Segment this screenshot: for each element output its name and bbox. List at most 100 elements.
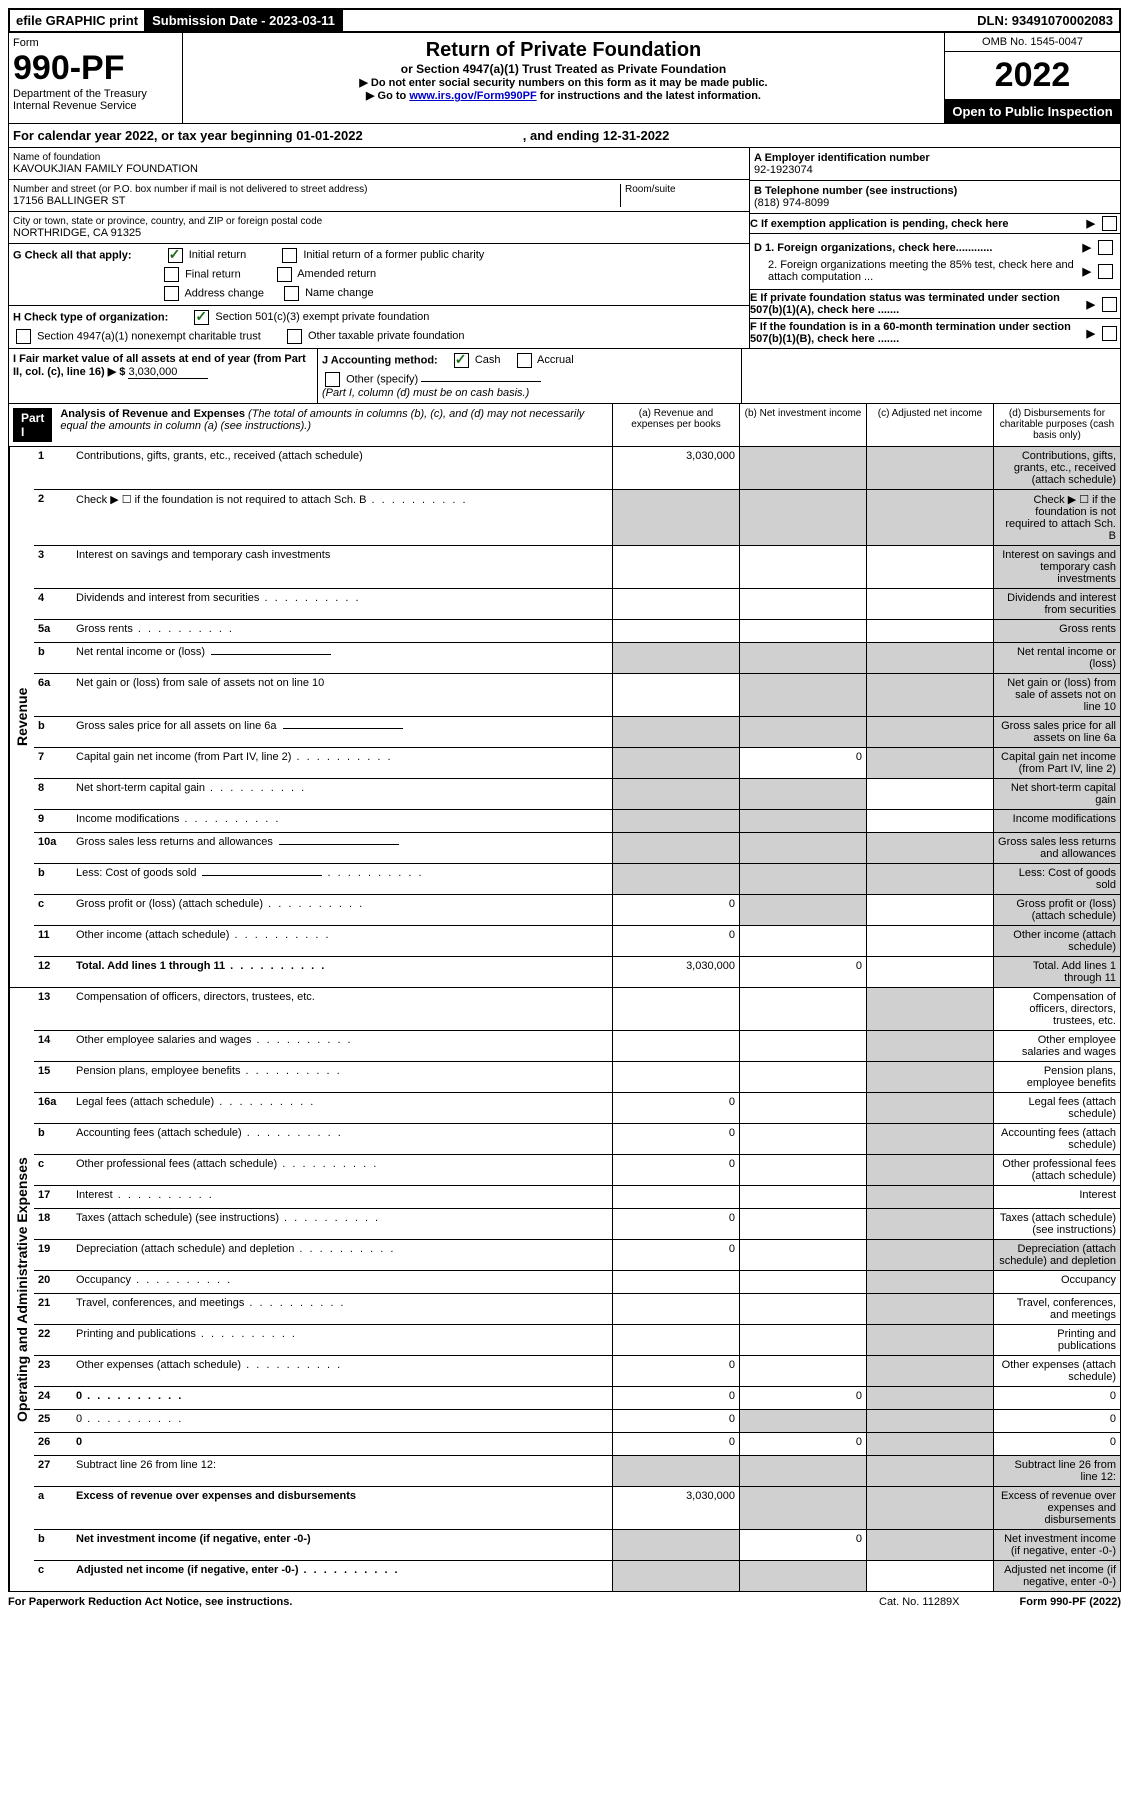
form-subtitle: or Section 4947(a)(1) Trust Treated as P… — [189, 62, 938, 76]
submission-date: Submission Date - 2023-03-11 — [146, 10, 343, 31]
cell-d: Interest on savings and temporary cash i… — [993, 546, 1120, 588]
amended-return-checkbox[interactable] — [277, 267, 292, 282]
room-label: Room/suite — [625, 184, 745, 195]
cell-a: 0 — [612, 895, 739, 925]
cell-c — [866, 1561, 993, 1591]
calendar-year-row: For calendar year 2022, or tax year begi… — [8, 124, 1121, 148]
line-description: Capital gain net income (from Part IV, l… — [72, 748, 612, 778]
arrow-icon: ▶ — [1087, 327, 1095, 340]
form-label: Form — [13, 37, 178, 49]
c-checkbox[interactable] — [1102, 216, 1117, 231]
cell-c — [866, 620, 993, 642]
initial-public-checkbox[interactable] — [282, 248, 297, 263]
cell-b — [739, 1325, 866, 1355]
table-row: bLess: Cost of goods soldLess: Cost of g… — [34, 864, 1120, 895]
line-number: 4 — [34, 589, 72, 619]
line-number: 22 — [34, 1325, 72, 1355]
line-number: 12 — [34, 957, 72, 987]
cell-c — [866, 1530, 993, 1560]
cell-d: Compensation of officers, directors, tru… — [993, 988, 1120, 1030]
line-number: 25 — [34, 1410, 72, 1432]
g-opt-2: Final return — [185, 268, 241, 280]
cell-a — [612, 1456, 739, 1486]
cell-c — [866, 490, 993, 545]
line-description: Net rental income or (loss) — [72, 643, 612, 673]
cell-d: Capital gain net income (from Part IV, l… — [993, 748, 1120, 778]
cell-c — [866, 748, 993, 778]
cell-d: Gross sales price for all assets on line… — [993, 717, 1120, 747]
table-row: 17InterestInterest — [34, 1186, 1120, 1209]
cell-a: 0 — [612, 1410, 739, 1432]
4947-checkbox[interactable] — [16, 329, 31, 344]
omb: OMB No. 1545-0047 — [945, 33, 1120, 52]
cell-b: 0 — [739, 1530, 866, 1560]
line-number: 2 — [34, 490, 72, 545]
cell-d: Other expenses (attach schedule) — [993, 1356, 1120, 1386]
cell-c — [866, 1186, 993, 1208]
d2-checkbox[interactable] — [1098, 264, 1113, 279]
cell-c — [866, 1487, 993, 1529]
other-taxable-checkbox[interactable] — [287, 329, 302, 344]
cell-b — [739, 988, 866, 1030]
cell-a — [612, 620, 739, 642]
inline-input[interactable] — [279, 844, 399, 845]
d1-checkbox[interactable] — [1098, 240, 1113, 255]
cell-b — [739, 1031, 866, 1061]
cell-d: Net short-term capital gain — [993, 779, 1120, 809]
foundation-name: KAVOUKJIAN FAMILY FOUNDATION — [13, 163, 745, 175]
table-row: 23Other expenses (attach schedule)0Other… — [34, 1356, 1120, 1387]
city-state-zip: NORTHRIDGE, CA 91325 — [13, 227, 745, 239]
line-description: Other income (attach schedule) — [72, 926, 612, 956]
cell-b — [739, 833, 866, 863]
e-checkbox[interactable] — [1102, 297, 1117, 312]
line-description: Printing and publications — [72, 1325, 612, 1355]
line-description: Gross sales less returns and allowances — [72, 833, 612, 863]
line-number: 17 — [34, 1186, 72, 1208]
line-number: 1 — [34, 447, 72, 489]
cell-d: Net rental income or (loss) — [993, 643, 1120, 673]
inline-input[interactable] — [283, 728, 403, 729]
arrow-icon: ▶ — [1087, 298, 1095, 311]
line-number: b — [34, 864, 72, 894]
g-opt-5: Name change — [305, 287, 374, 299]
line-description: Other expenses (attach schedule) — [72, 1356, 612, 1386]
f-checkbox[interactable] — [1102, 326, 1117, 341]
line-number: b — [34, 643, 72, 673]
name-change-checkbox[interactable] — [284, 286, 299, 301]
other-method-checkbox[interactable] — [325, 372, 340, 387]
section-label: Operating and Administrative Expenses — [9, 988, 34, 1591]
line-number: 26 — [34, 1433, 72, 1455]
cell-d: Adjusted net income (if negative, enter … — [993, 1561, 1120, 1591]
d1-label: D 1. Foreign organizations, check here..… — [754, 242, 1079, 254]
cell-c — [866, 1410, 993, 1432]
cell-b — [739, 1186, 866, 1208]
cash-checkbox[interactable] — [454, 353, 469, 368]
501c3-checkbox[interactable] — [194, 310, 209, 325]
table-row: 21Travel, conferences, and meetingsTrave… — [34, 1294, 1120, 1325]
inline-input[interactable] — [211, 654, 331, 655]
table-row: 2Check ▶ ☐ if the foundation is not requ… — [34, 490, 1120, 546]
cell-a — [612, 833, 739, 863]
line-description: Excess of revenue over expenses and disb… — [72, 1487, 612, 1529]
other-specify-input[interactable] — [421, 381, 541, 382]
cell-d: Other professional fees (attach schedule… — [993, 1155, 1120, 1185]
line-number: 8 — [34, 779, 72, 809]
line-description: Net short-term capital gain — [72, 779, 612, 809]
paperwork-notice: For Paperwork Reduction Act Notice, see … — [8, 1596, 292, 1608]
form-link[interactable]: www.irs.gov/Form990PF — [409, 90, 536, 102]
table-row: 4Dividends and interest from securitiesD… — [34, 589, 1120, 620]
cell-c — [866, 1325, 993, 1355]
cell-a — [612, 643, 739, 673]
inline-input[interactable] — [202, 875, 322, 876]
final-return-checkbox[interactable] — [164, 267, 179, 282]
cell-d: Gross sales less returns and allowances — [993, 833, 1120, 863]
initial-return-checkbox[interactable] — [168, 248, 183, 263]
h-opt-1: Section 4947(a)(1) nonexempt charitable … — [37, 330, 261, 342]
line-description: Net gain or (loss) from sale of assets n… — [72, 674, 612, 716]
cell-c — [866, 1240, 993, 1270]
accrual-checkbox[interactable] — [517, 353, 532, 368]
line-number: 11 — [34, 926, 72, 956]
cell-b — [739, 895, 866, 925]
address-change-checkbox[interactable] — [164, 286, 179, 301]
cell-a: 3,030,000 — [612, 447, 739, 489]
